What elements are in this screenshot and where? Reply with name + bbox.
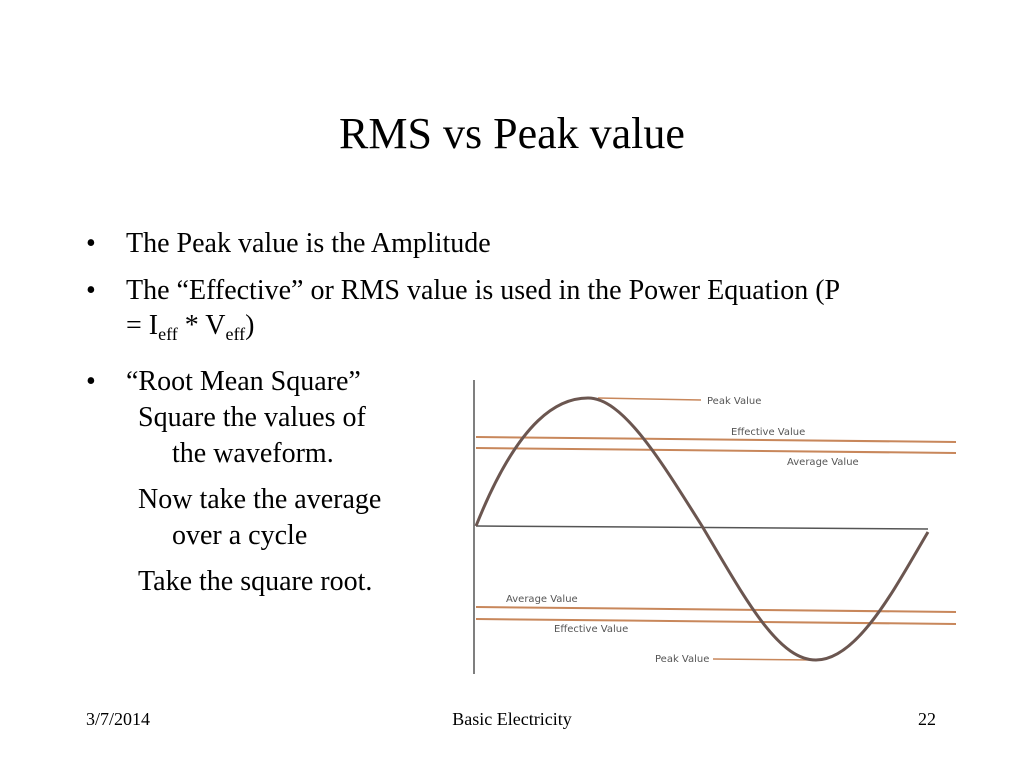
footer-course: Basic Electricity [452,709,572,729]
label-average-top: Average Value [787,457,859,468]
bullet-marker: • [86,366,96,397]
step-line: the waveform. [172,438,334,469]
bullet-text-rms: The “Effective” or RMS value is used in … [126,273,846,352]
step-line: Square the values of [138,402,366,433]
bullet-marker: • [86,228,96,259]
bullet-rms-part: * V [177,310,226,341]
step-line: Now take the average [138,484,382,515]
bullet-item: • “Root Mean Square” [86,364,846,399]
step-average: Now take the average over a cycle [138,482,381,554]
label-peak-bottom: Peak Value [655,654,709,665]
bullet-item: • The “Effective” or RMS value is used i… [86,273,846,352]
label-effective-bottom: Effective Value [554,624,628,635]
average-level-line-top [475,447,957,454]
peak-pointer-top [597,397,702,401]
effective-level-line-top [475,436,957,443]
slide-title: RMS vs Peak value [339,109,685,158]
step-square: Square the values of the waveform. [138,400,366,472]
subscript-eff-voltage: eff [225,324,246,344]
bullet-marker: • [86,275,96,306]
footer-page-number: 22 [918,709,936,729]
step-root: Take the square root. [138,564,372,600]
bullet-item: • The Peak value is the Amplitude [86,226,846,261]
label-average-bottom: Average Value [506,594,578,605]
bullet-text-peak: The Peak value is the Amplitude [126,228,491,259]
rms-waveform-diagram: Peak Value Effective Value Average Value… [473,380,957,674]
bullet-text-root-mean-square: “Root Mean Square” [126,366,361,397]
step-line: over a cycle [172,520,308,551]
bullet-rms-part: ) [245,310,255,341]
bullet-rms-part: The “Effective” or RMS value is used in … [126,275,840,341]
effective-level-line-bottom [475,618,957,625]
peak-pointer-bottom [712,658,815,661]
footer-date: 3/7/2014 [86,709,151,729]
bullet-list: • The Peak value is the Amplitude • The … [86,226,846,411]
step-line: Take the square root. [138,566,373,597]
label-peak-top: Peak Value [707,396,761,407]
subscript-eff-current: eff [158,324,178,344]
average-level-line-bottom [475,606,957,613]
sine-waveform [474,396,930,662]
label-effective-top: Effective Value [731,427,805,438]
